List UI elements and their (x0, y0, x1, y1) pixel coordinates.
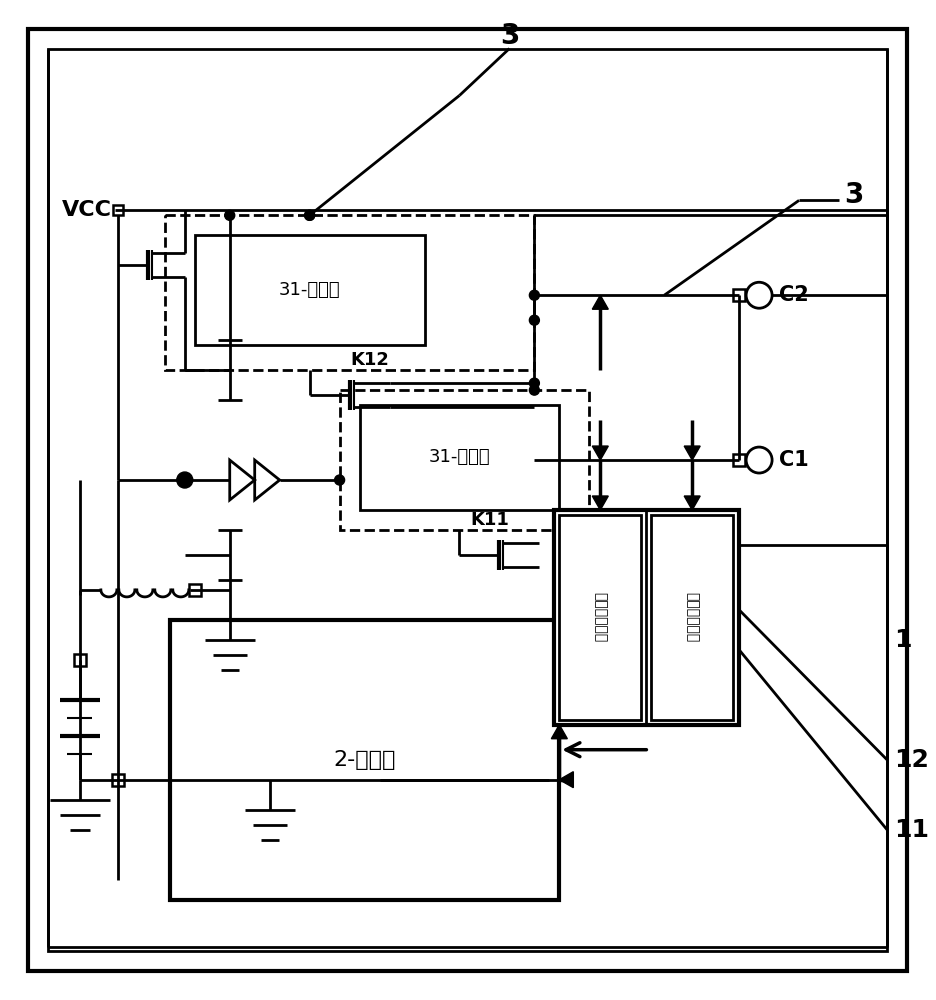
Circle shape (304, 210, 314, 220)
Circle shape (530, 378, 539, 388)
Circle shape (177, 472, 193, 488)
Circle shape (530, 315, 539, 325)
Bar (733, 454, 745, 466)
Polygon shape (592, 496, 608, 510)
Text: VCC: VCC (62, 200, 112, 220)
Circle shape (225, 210, 235, 220)
Polygon shape (554, 510, 739, 725)
Bar (733, 289, 745, 301)
Text: 充电管理模块: 充电管理模块 (593, 592, 607, 642)
Polygon shape (592, 295, 608, 309)
Text: C1: C1 (779, 450, 809, 470)
Circle shape (530, 385, 539, 395)
Circle shape (530, 290, 539, 300)
Text: 3: 3 (500, 22, 519, 50)
Bar (189, 584, 200, 596)
Text: 1: 1 (894, 628, 912, 652)
Text: 能量存储模块: 能量存储模块 (685, 592, 699, 642)
Polygon shape (551, 725, 567, 739)
Text: 12: 12 (894, 748, 929, 772)
Bar (113, 205, 123, 215)
Text: 31-电流镜: 31-电流镜 (279, 281, 341, 299)
Polygon shape (169, 620, 560, 900)
Polygon shape (359, 405, 560, 510)
Polygon shape (684, 496, 700, 510)
Text: K12: K12 (350, 351, 389, 369)
Polygon shape (592, 446, 608, 460)
Text: 31-电流镜: 31-电流镜 (429, 448, 490, 466)
Polygon shape (195, 235, 425, 345)
Polygon shape (560, 515, 641, 720)
Circle shape (334, 475, 344, 485)
Polygon shape (560, 772, 574, 788)
Polygon shape (651, 515, 733, 720)
Text: 2-处理器: 2-处理器 (333, 750, 396, 770)
Circle shape (304, 210, 314, 220)
Text: K11: K11 (470, 511, 509, 529)
Bar (112, 774, 124, 786)
Polygon shape (684, 446, 700, 460)
Text: 3: 3 (844, 181, 864, 209)
Text: C2: C2 (779, 285, 809, 305)
Text: 11: 11 (894, 818, 929, 842)
Bar (74, 654, 86, 666)
